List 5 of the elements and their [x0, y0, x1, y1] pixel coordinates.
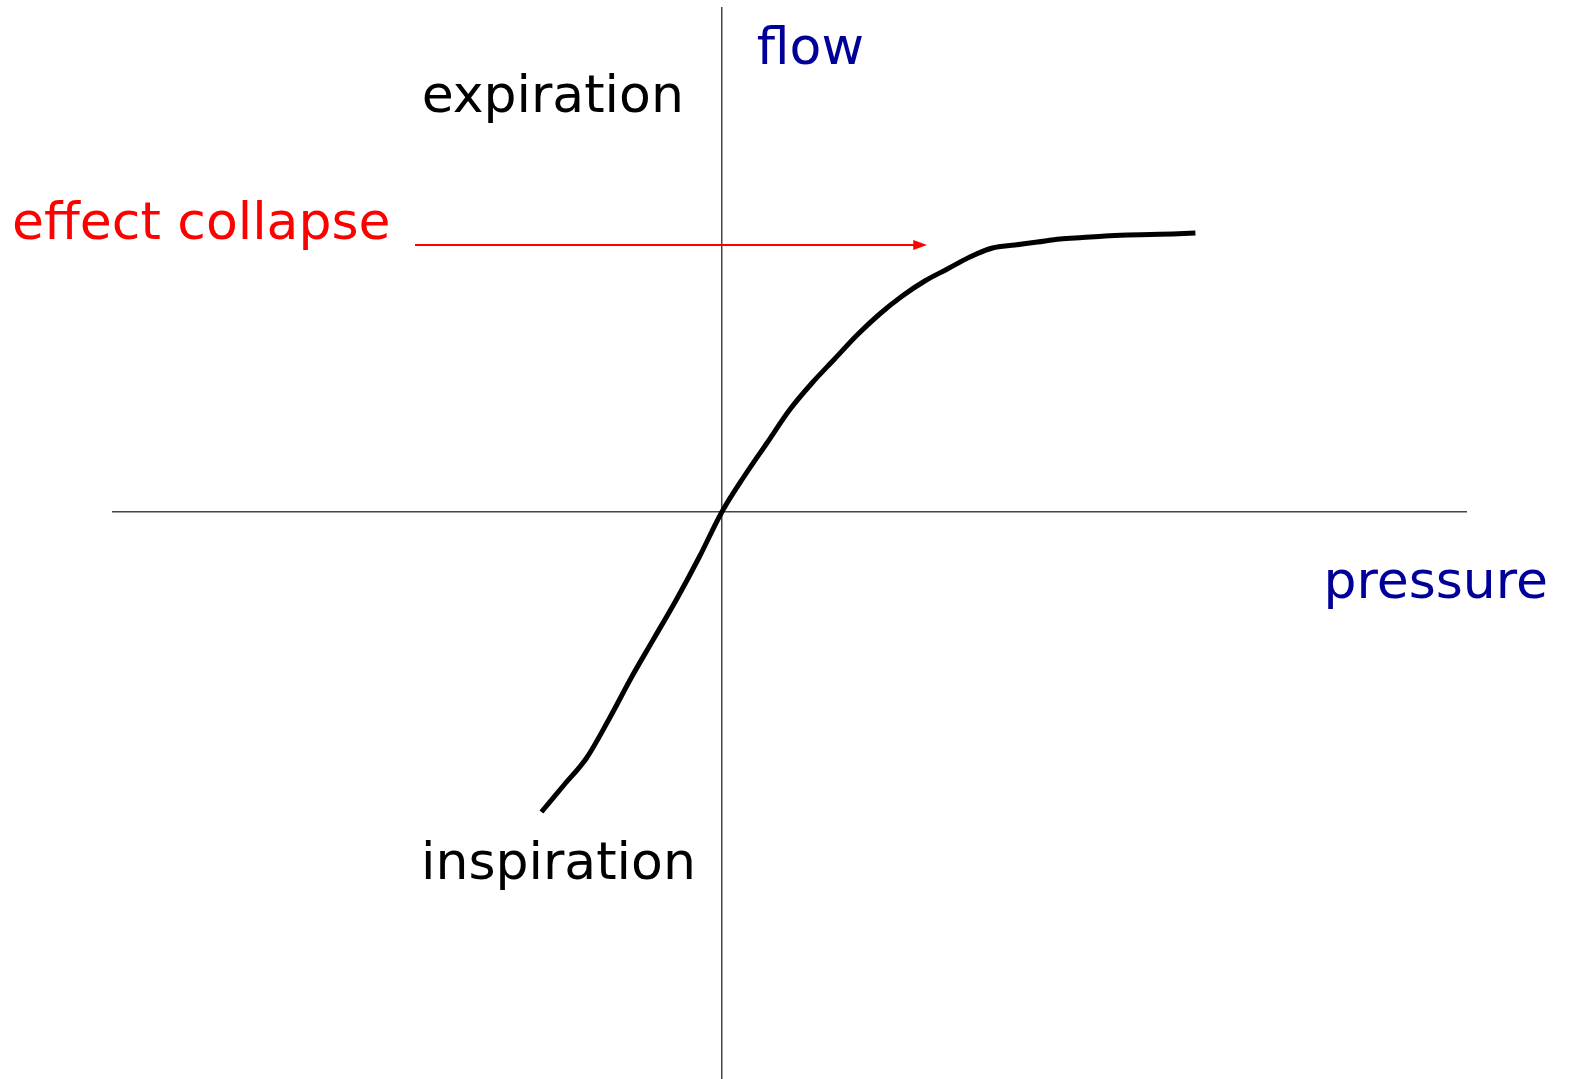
y-axis-title: flow [756, 15, 864, 76]
annotation: effect collapse [12, 190, 391, 251]
text: expiration [421, 63, 684, 124]
text: inspiration [421, 830, 696, 891]
x-axis-title: pressure [1323, 549, 1548, 610]
